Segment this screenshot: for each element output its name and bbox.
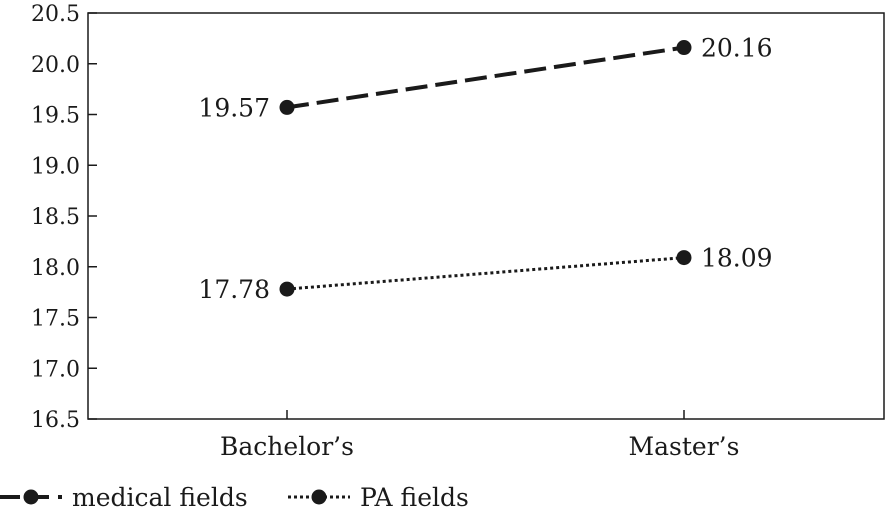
y-tick-label: 17.0	[31, 357, 80, 382]
series-line	[286, 45, 685, 110]
y-tick-label: 18.5	[31, 205, 80, 230]
y-tick-label: 20.0	[31, 53, 80, 78]
plot-frame	[87, 12, 885, 420]
legend-marker	[311, 489, 327, 505]
x-axis-categories: Bachelor’s Master’s	[220, 410, 739, 461]
legend-label: PA fields	[360, 483, 469, 510]
data-point	[279, 281, 295, 297]
y-tick-label: 16.5	[31, 408, 80, 433]
data-point	[676, 250, 692, 266]
chart-legend: medical fields PA fields	[0, 483, 469, 510]
data-point	[279, 99, 295, 115]
data-point	[676, 40, 692, 56]
x-category-label: Bachelor’s	[220, 432, 354, 461]
x-category-label: Master’s	[629, 432, 740, 461]
series-line	[286, 256, 685, 291]
data-label: 17.78	[198, 275, 270, 304]
legend-marker	[23, 489, 39, 505]
chart-series: 19.57 20.16 17.78 18.09	[198, 34, 772, 305]
y-axis-ticks: 20.5 20.0 19.5 19.0 18.5 18.0 17.5 17.0 16.5	[31, 2, 97, 433]
y-tick-label: 17.5	[31, 307, 80, 332]
legend-item: PA fields	[288, 483, 469, 510]
legend-label: medical fields	[72, 483, 248, 510]
chart-axes	[87, 12, 885, 420]
series-medical-fields: 19.57 20.16	[198, 34, 772, 123]
data-label: 19.57	[198, 93, 270, 122]
data-label: 18.09	[701, 244, 773, 273]
legend-item: medical fields	[0, 483, 248, 510]
y-tick-label: 18.0	[31, 256, 80, 281]
data-label: 20.16	[701, 34, 773, 63]
series-PA-fields: 17.78 18.09	[198, 244, 772, 304]
y-tick-label: 19.0	[31, 154, 80, 179]
y-tick-label: 19.5	[31, 104, 80, 129]
y-tick-label: 20.5	[31, 2, 80, 27]
